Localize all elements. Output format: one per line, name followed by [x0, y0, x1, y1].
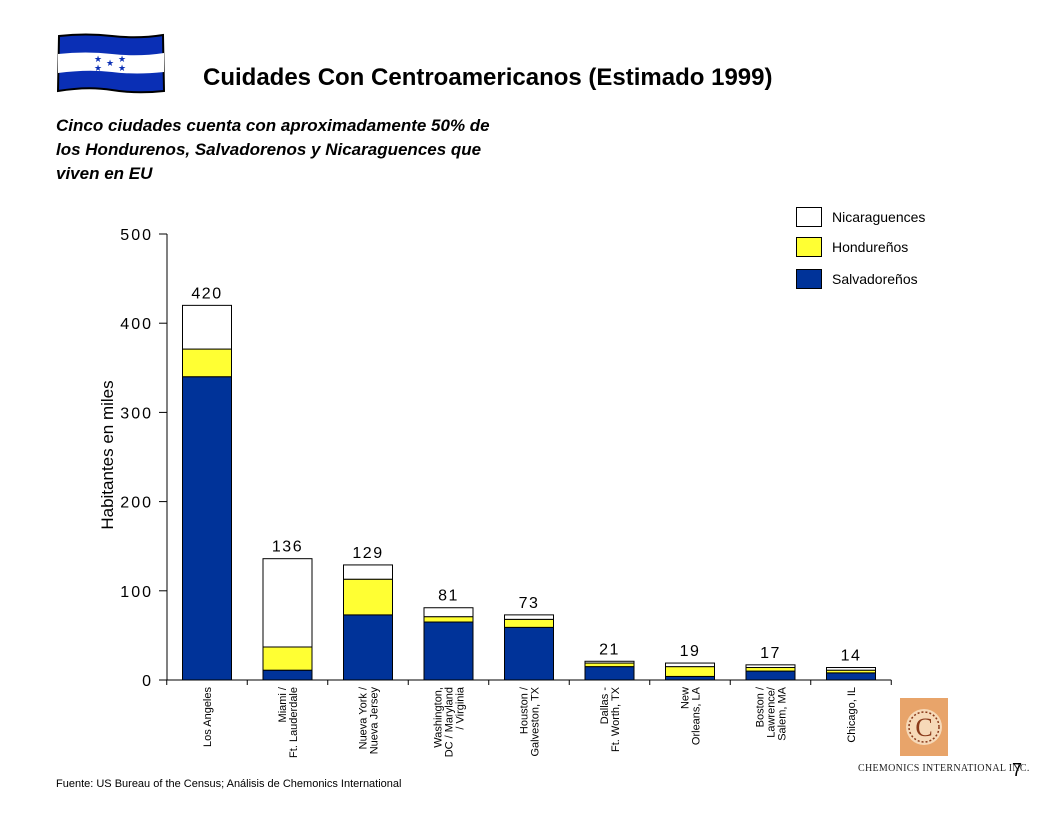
- x-category-line: Houston /: [519, 686, 531, 734]
- bar-segment: [182, 376, 232, 681]
- y-tick-label: 100: [120, 584, 153, 601]
- bar-total-label: 19: [680, 643, 701, 660]
- bar-segment: [423, 621, 474, 681]
- bar-segment: [262, 646, 313, 671]
- x-category-line: Miami /: [277, 686, 289, 722]
- bar-segment: [343, 578, 393, 616]
- bar-segment: [584, 666, 635, 681]
- bar-segment: [423, 607, 474, 618]
- legend-item-nicaraguences: Nicaraguences: [796, 207, 925, 227]
- legend-label: Salvadoreños: [832, 271, 918, 287]
- x-category-line: Dallas -: [599, 687, 611, 725]
- svg-text:★: ★: [118, 55, 126, 65]
- bar-segment: [584, 662, 635, 668]
- bar-segment: [262, 558, 313, 648]
- bar-segment: [745, 667, 796, 672]
- x-category-line: Galveston, TX: [530, 686, 542, 756]
- legend-swatch-hondurenos: [796, 237, 822, 257]
- bar-segment: [665, 675, 715, 681]
- x-category-line: / Virginia: [455, 686, 467, 729]
- bar-segment: [182, 304, 232, 350]
- y-tick-label: 400: [120, 316, 153, 333]
- bar-total-label: 14: [841, 648, 862, 665]
- page-number: 7: [1012, 760, 1023, 780]
- y-tick-label: 300: [120, 405, 153, 422]
- x-category-line: Orleans, LA: [691, 686, 703, 745]
- x-category-label: Nueva York /Nueva Jersey: [358, 686, 381, 754]
- x-category-line: Salem, MA: [777, 686, 789, 740]
- bar-segment: [504, 626, 554, 681]
- bar-segment: [665, 662, 715, 668]
- x-category-label: Boston /Lawrence/Salem, MA: [755, 686, 789, 741]
- x-category-label: Dallas -Ft. Worth, TX: [599, 686, 622, 752]
- svg-text:C: C: [915, 713, 932, 742]
- company-name: CHEMONICS INTERNATIONAL INC.: [858, 763, 1030, 774]
- legend-swatch-salvadorenos: [796, 269, 822, 289]
- bar-segment: [182, 348, 232, 378]
- bar-segment: [826, 672, 876, 681]
- bar-total-label: 73: [519, 595, 540, 612]
- subtitle-line: viven en EU: [56, 164, 153, 183]
- bar-total-label: 129: [352, 545, 383, 562]
- x-category-line: Ft. Lauderdale: [288, 687, 300, 758]
- chemonics-logo-icon: C: [900, 698, 948, 756]
- bar-total-label: 21: [599, 641, 620, 658]
- x-category-line: Los Angeles: [202, 687, 214, 747]
- page-title: Cuidades Con Centroamericanos (Estimado …: [203, 64, 773, 91]
- x-category-label: Houston /Galveston, TX: [519, 686, 542, 756]
- legend-label: Nicaraguences: [832, 209, 926, 225]
- subtitle-line: Cinco ciudades cuenta con aproximadament…: [56, 116, 490, 135]
- bar-segment: [826, 667, 876, 671]
- x-category-line: New: [680, 687, 692, 709]
- y-tick-label: 200: [120, 495, 153, 512]
- bar-segment: [584, 660, 635, 664]
- honduras-flag-icon: ★ ★ ★ ★ ★: [56, 33, 166, 94]
- bar-segment: [745, 670, 796, 681]
- bar-segment: [665, 666, 715, 677]
- bar-segment: [504, 618, 554, 628]
- bar-total-label: 420: [191, 285, 222, 302]
- chart-subtitle: Cinco ciudades cuenta con aproximadament…: [56, 114, 616, 186]
- x-category-line: Washington,: [433, 687, 445, 748]
- x-category-line: Lawrence/: [766, 686, 778, 738]
- x-category-label: Chicago, IL: [846, 687, 858, 743]
- source-note: Fuente: US Bureau of the Census; Análisi…: [56, 778, 402, 790]
- legend-swatch-nicaraguences: [796, 207, 822, 227]
- y-tick-label: 0: [142, 673, 153, 690]
- bar-segment: [504, 614, 554, 620]
- x-category-label: Los Angeles: [202, 687, 214, 747]
- x-category-line: DC / Maryland: [444, 687, 456, 757]
- x-category-line: Chicago, IL: [846, 687, 858, 743]
- x-category-label: NewOrleans, LA: [680, 686, 703, 745]
- bar-total-label: 136: [272, 539, 303, 556]
- bar-segment: [343, 564, 393, 580]
- y-axis-label: Habitantes en miles: [98, 380, 117, 529]
- x-category-line: Nueva York /: [358, 686, 370, 749]
- legend-label: Hondureños: [832, 239, 909, 255]
- bar-segment: [745, 664, 796, 669]
- bar-total-label: 17: [760, 645, 781, 662]
- x-category-line: Ft. Worth, TX: [610, 686, 622, 752]
- x-category-label: Washington,DC / Maryland/ Virginia: [433, 686, 467, 757]
- y-tick-label: 500: [120, 227, 153, 244]
- x-category-label: Miami /Ft. Lauderdale: [277, 686, 300, 758]
- subtitle-line: los Hondurenos, Salvadorenos y Nicarague…: [56, 140, 482, 159]
- bar-segment: [423, 616, 474, 623]
- bar-segment: [262, 669, 313, 681]
- bar-total-label: 81: [438, 588, 459, 605]
- svg-text:★: ★: [94, 64, 102, 74]
- svg-text:★: ★: [94, 55, 102, 65]
- x-category-line: Nueva Jersey: [369, 687, 381, 755]
- bar-segment: [343, 614, 393, 681]
- legend-item-salvadorenos: Salvadoreños: [796, 269, 918, 289]
- svg-text:★: ★: [106, 59, 114, 69]
- legend-item-hondurenos: Hondureños: [796, 237, 908, 257]
- svg-text:★: ★: [118, 64, 126, 74]
- x-category-line: Boston /: [755, 686, 767, 727]
